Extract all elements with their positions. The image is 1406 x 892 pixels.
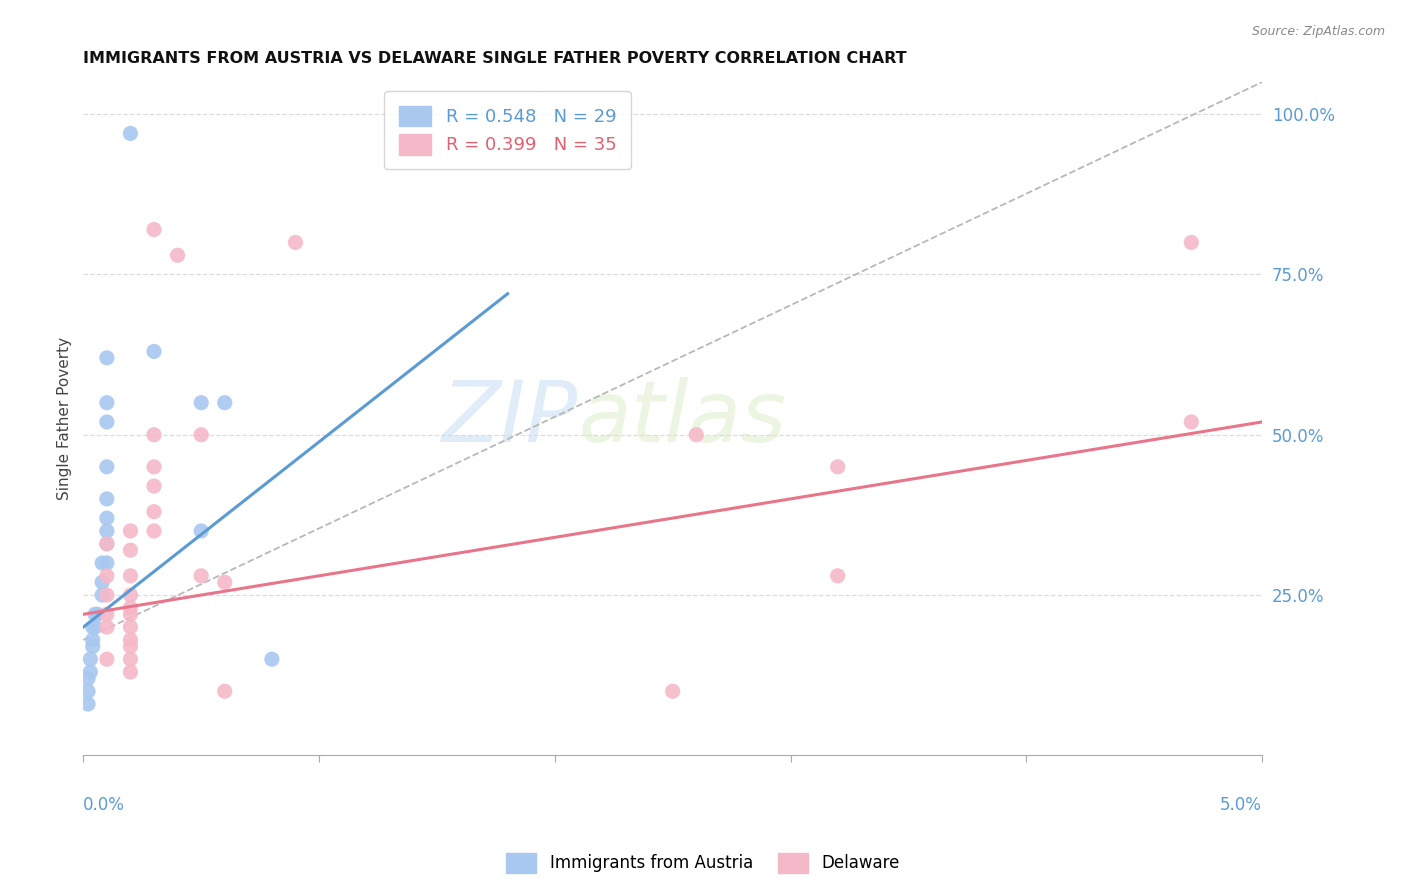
Point bbox=[214, 395, 236, 409]
Point bbox=[96, 556, 118, 570]
Point bbox=[214, 575, 236, 590]
Point bbox=[190, 524, 212, 538]
Point bbox=[96, 537, 118, 551]
Point bbox=[827, 459, 849, 474]
Text: Source: ZipAtlas.com: Source: ZipAtlas.com bbox=[1251, 25, 1385, 38]
Legend: R = 0.548   N = 29, R = 0.399   N = 35: R = 0.548 N = 29, R = 0.399 N = 35 bbox=[384, 91, 631, 169]
Point bbox=[120, 543, 142, 558]
Point bbox=[84, 620, 107, 634]
Point bbox=[190, 427, 212, 442]
Point bbox=[120, 569, 142, 583]
Point bbox=[77, 672, 100, 686]
Point bbox=[120, 607, 142, 622]
Point bbox=[1180, 415, 1202, 429]
Text: 5.0%: 5.0% bbox=[1220, 796, 1263, 814]
Point bbox=[91, 588, 114, 602]
Legend: Immigrants from Austria, Delaware: Immigrants from Austria, Delaware bbox=[499, 847, 907, 880]
Text: IMMIGRANTS FROM AUSTRIA VS DELAWARE SINGLE FATHER POVERTY CORRELATION CHART: IMMIGRANTS FROM AUSTRIA VS DELAWARE SING… bbox=[83, 51, 907, 66]
Text: atlas: atlas bbox=[578, 377, 786, 460]
Point bbox=[120, 652, 142, 666]
Point bbox=[260, 652, 283, 666]
Point bbox=[77, 697, 100, 711]
Point bbox=[96, 569, 118, 583]
Point bbox=[143, 427, 166, 442]
Point bbox=[120, 127, 142, 141]
Point bbox=[79, 665, 101, 679]
Point bbox=[96, 511, 118, 525]
Point bbox=[166, 248, 188, 262]
Point bbox=[190, 395, 212, 409]
Point bbox=[96, 620, 118, 634]
Point bbox=[82, 640, 104, 654]
Point bbox=[120, 524, 142, 538]
Point bbox=[120, 620, 142, 634]
Point bbox=[82, 632, 104, 647]
Point bbox=[96, 351, 118, 365]
Point bbox=[96, 415, 118, 429]
Point bbox=[190, 569, 212, 583]
Point bbox=[96, 607, 118, 622]
Point bbox=[91, 575, 114, 590]
Text: 0.0%: 0.0% bbox=[83, 796, 125, 814]
Point bbox=[86, 607, 108, 622]
Point bbox=[214, 684, 236, 698]
Point bbox=[1180, 235, 1202, 250]
Point bbox=[84, 607, 107, 622]
Point bbox=[120, 632, 142, 647]
Point bbox=[96, 459, 118, 474]
Point bbox=[120, 588, 142, 602]
Point bbox=[143, 479, 166, 493]
Point bbox=[143, 505, 166, 519]
Y-axis label: Single Father Poverty: Single Father Poverty bbox=[58, 337, 72, 500]
Point bbox=[96, 652, 118, 666]
Text: ZIP: ZIP bbox=[441, 377, 578, 460]
Point bbox=[120, 600, 142, 615]
Point bbox=[96, 588, 118, 602]
Point bbox=[143, 459, 166, 474]
Point bbox=[284, 235, 307, 250]
Point bbox=[120, 640, 142, 654]
Point bbox=[96, 395, 118, 409]
Point bbox=[685, 427, 707, 442]
Point bbox=[91, 556, 114, 570]
Point bbox=[120, 665, 142, 679]
Point bbox=[77, 684, 100, 698]
Point bbox=[96, 524, 118, 538]
Point bbox=[96, 491, 118, 506]
Point bbox=[82, 620, 104, 634]
Point bbox=[143, 344, 166, 359]
Point bbox=[143, 524, 166, 538]
Point bbox=[827, 569, 849, 583]
Point bbox=[79, 652, 101, 666]
Point bbox=[143, 222, 166, 236]
Point bbox=[96, 537, 118, 551]
Point bbox=[661, 684, 683, 698]
